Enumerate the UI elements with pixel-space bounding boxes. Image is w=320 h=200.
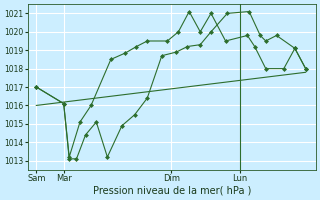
X-axis label: Pression niveau de la mer( hPa ): Pression niveau de la mer( hPa ) — [92, 186, 251, 196]
